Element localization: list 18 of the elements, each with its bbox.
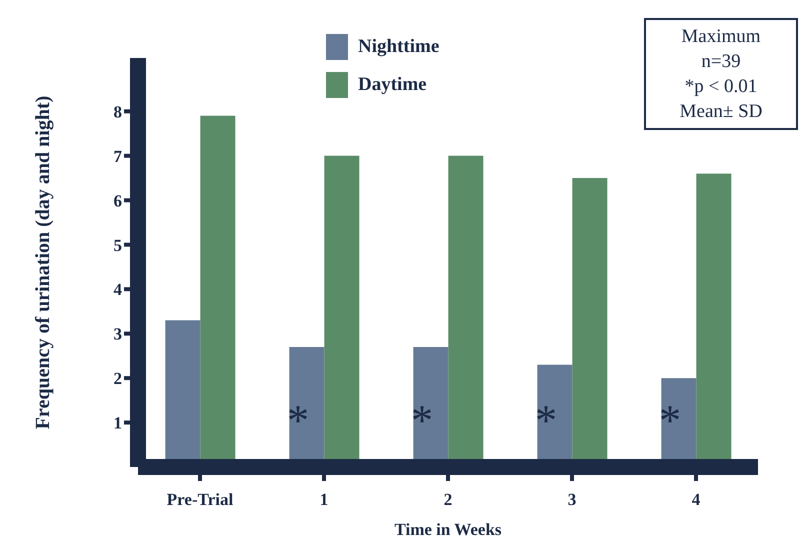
x-tick-label: Pre-Trial bbox=[166, 490, 234, 510]
y-tick-label: 4 bbox=[114, 280, 122, 300]
y-tick-label: 1 bbox=[114, 414, 122, 433]
x-tick-label: 3 bbox=[568, 490, 576, 510]
y-tick-label: 3 bbox=[114, 324, 122, 344]
y-tick-label: 8 bbox=[114, 102, 122, 122]
y-tick-label: 5 bbox=[114, 236, 122, 255]
legend-label: Nighttime bbox=[358, 36, 440, 58]
legend-label: Daytime bbox=[358, 74, 427, 96]
y-tick-label: 6 bbox=[114, 191, 122, 210]
x-axis-title: Time in Weeks bbox=[394, 520, 502, 539]
y-tick-label: 7 bbox=[114, 146, 122, 166]
annotation: Maximum n=39 *p < 0.01 Mean± SD bbox=[644, 18, 798, 130]
x-tick-label: 2 bbox=[444, 490, 452, 510]
y-axis-title: Frequency of urination (day and night) bbox=[32, 96, 54, 430]
y-tick-label: 2 bbox=[114, 369, 122, 388]
x-tick-label: 4 bbox=[692, 490, 701, 510]
x-tick-label: 1 bbox=[320, 490, 328, 510]
